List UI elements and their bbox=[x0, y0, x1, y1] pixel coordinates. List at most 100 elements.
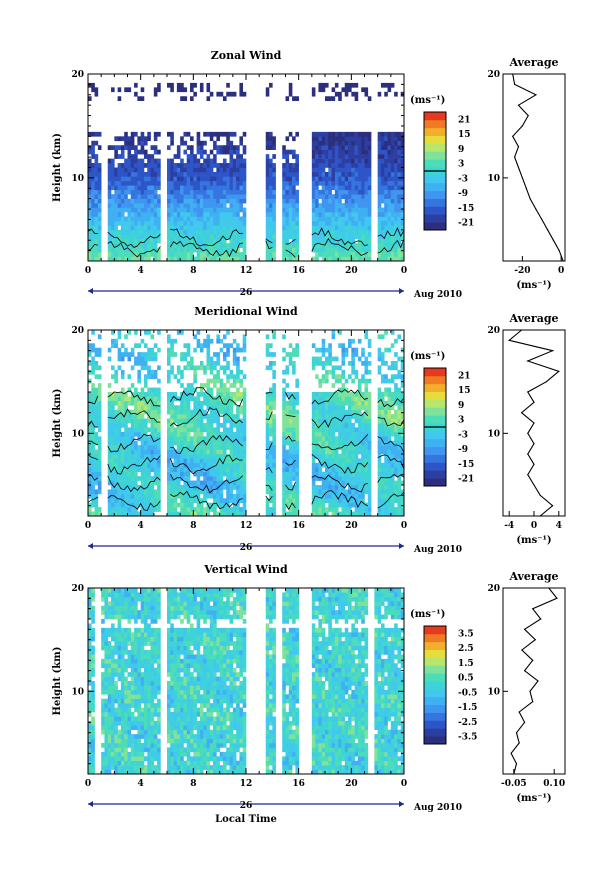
heatmap-cell bbox=[216, 176, 220, 182]
heatmap-cell bbox=[193, 511, 197, 517]
heatmap-cell bbox=[226, 458, 230, 464]
heatmap-cell bbox=[325, 154, 329, 159]
heatmap-cell bbox=[354, 229, 359, 235]
heatmap-cell bbox=[130, 471, 135, 477]
heatmap-cell bbox=[176, 471, 181, 477]
heatmap-cell bbox=[295, 243, 299, 248]
heatmap-cell bbox=[186, 489, 191, 495]
heatmap-cell bbox=[114, 378, 118, 384]
heatmap-cell bbox=[209, 409, 214, 415]
heatmap-cell bbox=[282, 149, 286, 155]
heatmap-cell bbox=[285, 189, 290, 195]
heatmap-cell bbox=[354, 507, 359, 512]
heatmap-cell bbox=[183, 131, 188, 137]
heatmap-cell bbox=[180, 409, 184, 415]
heatmap-cell bbox=[364, 507, 369, 512]
heatmap-cell bbox=[269, 414, 273, 419]
heatmap-cell bbox=[216, 203, 220, 208]
heatmap-cell bbox=[295, 229, 299, 235]
heatmap-cell bbox=[351, 149, 355, 155]
heatmap-cell bbox=[272, 431, 276, 437]
heatmap-cell bbox=[367, 480, 372, 486]
heatmap-cell bbox=[282, 243, 286, 248]
heatmap-cell bbox=[377, 400, 382, 406]
heatmap-cell bbox=[265, 471, 270, 477]
heatmap-cell bbox=[190, 440, 194, 446]
day-label: 26 bbox=[240, 543, 253, 553]
heatmap-cell bbox=[97, 256, 102, 262]
heatmap-cell bbox=[384, 498, 388, 504]
heatmap-cell bbox=[176, 234, 181, 240]
heatmap-cell bbox=[157, 131, 161, 137]
heatmap-cell bbox=[232, 378, 237, 384]
heatmap-cell bbox=[288, 91, 293, 97]
heatmap-cell bbox=[94, 176, 99, 182]
heatmap-cell bbox=[222, 203, 227, 208]
heatmap-cell bbox=[176, 154, 181, 159]
heatmap-cell bbox=[111, 374, 115, 380]
heatmap-cell bbox=[292, 256, 296, 262]
heatmap-cell bbox=[120, 423, 125, 428]
heatmap-cell bbox=[203, 365, 207, 371]
heatmap-cell bbox=[229, 454, 234, 459]
heatmap-cell bbox=[114, 462, 118, 468]
heatmap-cell bbox=[338, 216, 342, 222]
heatmap-cell bbox=[394, 361, 398, 366]
heatmap-cell bbox=[183, 440, 188, 446]
heatmap-cell bbox=[265, 507, 270, 512]
heatmap-cell bbox=[219, 163, 224, 168]
heatmap-cell bbox=[196, 140, 201, 146]
heatmap-cell bbox=[176, 369, 181, 375]
heatmap-cell bbox=[176, 87, 181, 93]
heatmap-cell bbox=[127, 149, 132, 155]
heatmap-cell bbox=[114, 445, 118, 450]
heatmap-cell bbox=[140, 171, 145, 177]
heatmap-cell bbox=[134, 185, 138, 191]
heatmap-cell bbox=[387, 431, 392, 437]
heatmap-cell bbox=[107, 409, 112, 415]
heatmap-cell bbox=[176, 440, 181, 446]
heatmap-cell bbox=[88, 361, 92, 366]
heatmap-cell bbox=[153, 431, 158, 437]
heatmap-cell bbox=[130, 234, 135, 240]
heatmap-cell bbox=[170, 140, 174, 146]
heatmap-cell bbox=[318, 163, 323, 168]
heatmap-cell bbox=[272, 194, 276, 199]
heatmap-cell bbox=[153, 423, 158, 428]
heatmap-cell bbox=[295, 423, 299, 428]
heatmap-cell bbox=[147, 229, 151, 235]
heatmap-cell bbox=[111, 171, 115, 177]
heatmap-cell bbox=[348, 171, 352, 177]
heatmap-cell bbox=[315, 163, 319, 168]
heatmap-cell bbox=[390, 378, 395, 384]
heatmap-cell bbox=[331, 458, 336, 464]
heatmap-cell bbox=[150, 234, 155, 240]
heatmap-cell bbox=[117, 352, 122, 357]
heatmap-cell bbox=[88, 149, 92, 155]
heatmap-cell bbox=[190, 449, 194, 455]
heatmap-cell bbox=[170, 493, 174, 499]
heatmap-cell bbox=[367, 338, 372, 344]
heatmap-cell bbox=[226, 145, 230, 150]
heatmap-cell bbox=[295, 467, 299, 473]
heatmap-cell bbox=[199, 229, 204, 235]
heatmap-cell bbox=[269, 418, 273, 424]
heatmap-cell bbox=[117, 167, 122, 173]
x-tick-label: 12 bbox=[240, 521, 253, 531]
heatmap-cell bbox=[361, 194, 365, 199]
heatmap-cell bbox=[282, 369, 286, 375]
heatmap-cell bbox=[364, 229, 369, 235]
heatmap-cell bbox=[114, 498, 118, 504]
heatmap-cell bbox=[216, 498, 220, 504]
heatmap-cell bbox=[285, 383, 290, 388]
heatmap-cell bbox=[341, 458, 346, 464]
heatmap-cell bbox=[196, 194, 201, 199]
heatmap-cell bbox=[229, 343, 234, 349]
heatmap-cell bbox=[315, 454, 319, 459]
heatmap-cell bbox=[265, 454, 270, 459]
heatmap-cell bbox=[143, 198, 148, 204]
heatmap-cell bbox=[134, 256, 138, 262]
heatmap-cell bbox=[190, 458, 194, 464]
heatmap-cell bbox=[226, 91, 230, 97]
heatmap-cell bbox=[143, 445, 148, 450]
